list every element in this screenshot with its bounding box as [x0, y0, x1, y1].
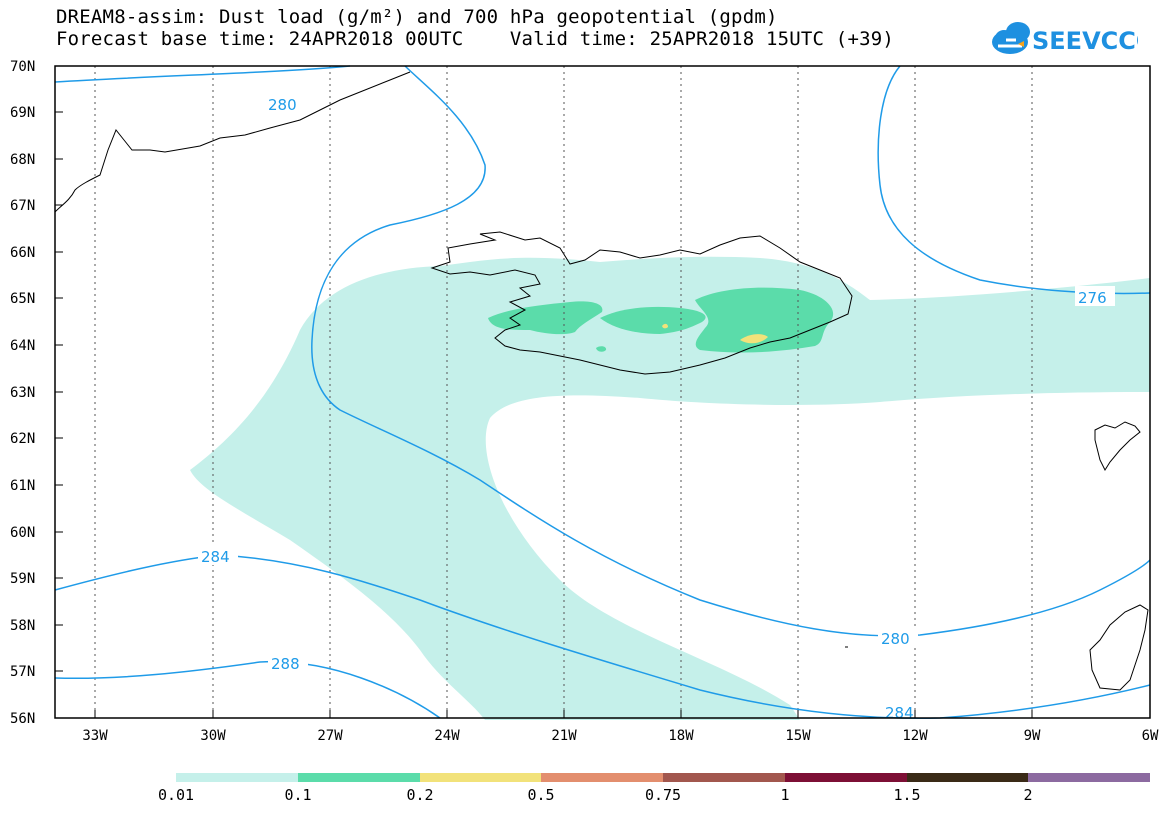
seevccc-logo: SEEVCCC: [992, 22, 1138, 55]
legend-swatch: [298, 773, 420, 782]
lat-label: 66N: [10, 245, 35, 261]
legend-swatch: [541, 773, 663, 782]
dust-shading-0.1: [488, 287, 834, 353]
lat-label: 69N: [10, 105, 35, 121]
faroe-islands: [1094, 421, 1141, 472]
legend-label: 1: [780, 786, 790, 804]
lat-axis: [55, 65, 63, 672]
contour-label: 280: [268, 96, 297, 114]
lat-label: 60N: [10, 525, 35, 541]
lon-label: 6W: [1142, 728, 1159, 744]
dust-yellow-dot: [662, 323, 668, 329]
greenland-coast: [54, 71, 411, 213]
coastlines: [54, 71, 1149, 691]
lon-label: 27W: [317, 728, 343, 744]
lat-label: 67N: [10, 198, 35, 214]
iceland-coast: [430, 231, 853, 375]
legend-swatch: [785, 773, 907, 782]
lat-label: 56N: [10, 711, 35, 727]
contour-280-west: [311, 65, 1151, 637]
lat-label: 63N: [10, 385, 35, 401]
lon-label: 15W: [785, 728, 811, 744]
dust-patch-1: [640, 260, 700, 273]
lon-label: 33W: [82, 728, 108, 744]
lon-label: 18W: [668, 728, 694, 744]
lat-label: 70N: [10, 59, 35, 75]
contour-label: 284: [201, 548, 230, 566]
lon-label: 30W: [200, 728, 226, 744]
legend-label: 0.5: [527, 786, 555, 804]
lat-label: 62N: [10, 431, 35, 447]
contour-276: [877, 65, 1151, 295]
dust-yellow-southeast: [740, 334, 768, 344]
legend-swatch: [1028, 773, 1150, 782]
legend-label: 2: [1023, 786, 1033, 804]
dust-shading-0.2: [662, 323, 768, 344]
lat-labels: 70N 69N 68N 67N 66N 65N 64N 63N 62N 61N …: [10, 59, 35, 727]
lat-label: 57N: [10, 664, 35, 680]
lat-label: 68N: [10, 152, 35, 168]
legend-label: 0.1: [284, 786, 312, 804]
contour-label: 280: [881, 630, 910, 648]
shetland-orkney: [1089, 604, 1149, 691]
legend-swatch: [907, 773, 1028, 782]
lon-label: 9W: [1024, 728, 1041, 744]
contour-label: 284: [885, 704, 914, 722]
lat-label: 58N: [10, 618, 35, 634]
legend-swatch: [176, 773, 298, 782]
contour-label: 288: [271, 655, 300, 673]
legend-label: 1.5: [893, 786, 921, 804]
dust-small-dot: [596, 346, 607, 352]
contour-288: [54, 660, 441, 719]
dust-southeast-patch: [695, 287, 834, 353]
lon-label: 24W: [434, 728, 460, 744]
logo-text: SEEVCCC: [1032, 27, 1138, 55]
graticule: [94, 66, 1033, 718]
contour-label: 276: [1078, 289, 1107, 307]
dust-central-patch: [600, 306, 706, 334]
map-title: DREAM8-assim: Dust load (g/m²) and 700 h…: [56, 6, 778, 28]
lat-label: 61N: [10, 478, 35, 494]
lat-label: 65N: [10, 291, 35, 307]
lon-axis: [94, 710, 1033, 718]
legend-swatch: [663, 773, 785, 782]
legend-swatch: [420, 773, 541, 782]
contour-280-north: [54, 65, 351, 83]
lon-label: 21W: [551, 728, 577, 744]
cloud-icon: [992, 22, 1030, 54]
lat-label: 59N: [10, 571, 35, 587]
legend-label: 0.2: [406, 786, 434, 804]
legend-label: 0.01: [157, 786, 195, 804]
lon-labels: 33W 30W 27W 24W 21W 18W 15W 12W 9W 6W: [82, 728, 1159, 744]
legend-label: 0.75: [644, 786, 682, 804]
lat-label: 64N: [10, 338, 35, 354]
forecast-time-line: Forecast base time: 24APR2018 00UTC Vali…: [56, 28, 895, 50]
lon-label: 12W: [902, 728, 928, 744]
